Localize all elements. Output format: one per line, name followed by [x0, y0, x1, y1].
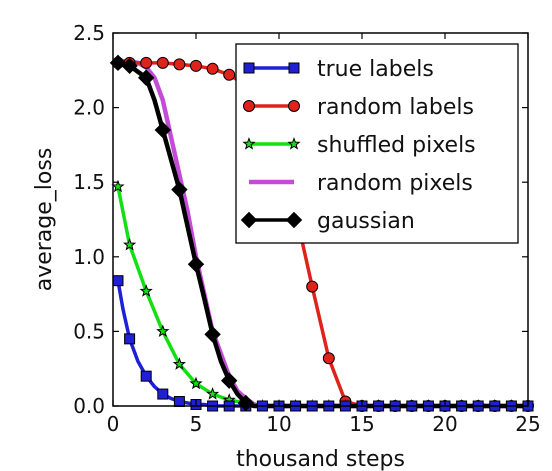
data-point-gaussian [137, 69, 155, 86]
data-point-random-labels [156, 56, 169, 69]
legend-marker [243, 62, 255, 74]
data-point-gaussian [204, 326, 221, 343]
x-tick-label: 15 [349, 412, 374, 436]
data-point-shuffled-pixels [206, 387, 220, 400]
data-point-shuffled-pixels [139, 284, 153, 297]
data-point-true-labels [124, 333, 136, 345]
legend-marker [242, 137, 256, 150]
data-point-random-labels [306, 280, 319, 293]
y-tick-label: 0.5 [73, 319, 105, 343]
legend-label: random labels [317, 95, 474, 120]
legend-item: random labels [243, 95, 474, 120]
legend-marker [287, 137, 301, 150]
x-tick-label: 0 [107, 412, 120, 436]
data-point-gaussian [171, 181, 188, 198]
data-point-random-labels [190, 59, 202, 72]
data-point-gaussian [121, 57, 138, 75]
data-point-true-labels [112, 275, 124, 287]
legend-label: random pixels [317, 171, 473, 196]
x-tick-label: 25 [515, 412, 540, 436]
data-point-true-labels [140, 370, 152, 382]
legend-item: shuffled pixels [242, 133, 476, 158]
series-line-true-labels [116, 280, 528, 408]
legend-item: gaussian [240, 209, 415, 234]
legend-label: shuffled pixels [317, 133, 476, 158]
data-point-true-labels [157, 388, 169, 400]
data-point-shuffled-pixels [123, 237, 137, 251]
y-tick-label: 2.5 [73, 21, 105, 45]
data-point-gaussian [187, 256, 205, 273]
legend-label: true labels [317, 57, 434, 82]
y-axis-label: average_loss [32, 148, 57, 292]
data-point-random-labels [206, 62, 219, 75]
legend-marker [243, 100, 255, 112]
y-tick-label: 0.0 [73, 394, 105, 418]
legend-marker [288, 62, 300, 74]
x-tick-label: 20 [432, 412, 457, 436]
data-point-gaussian [154, 121, 172, 139]
legend-label: gaussian [317, 209, 415, 234]
axis-ticks: 0 5 10 15 20 25 0.0 0.5 1.0 1.5 2.0 2.5 [73, 21, 541, 436]
data-point-shuffled-pixels [156, 324, 170, 338]
y-tick-label: 1.5 [73, 170, 105, 194]
x-tick-label: 10 [266, 412, 291, 436]
data-point-gaussian [237, 394, 255, 412]
data-point-random-labels [223, 68, 236, 81]
data-point-gaussian [220, 372, 238, 389]
data-point-shuffled-pixels [111, 179, 125, 193]
y-tick-label: 2.0 [73, 96, 105, 120]
plot-frame [112, 32, 529, 407]
legend: true labels random labels shuffled pixels r… [235, 43, 519, 244]
y-tick-label: 1.0 [73, 245, 105, 269]
legend-marker [285, 211, 303, 229]
data-point-shuffled-pixels [189, 376, 203, 390]
legend-marker [288, 100, 300, 112]
data-point-random-labels [322, 352, 335, 365]
x-tick-label: 5 [190, 412, 203, 436]
data-point-random-labels [173, 58, 186, 71]
x-axis-label: thousand steps [236, 447, 405, 471]
data-point-true-labels [173, 396, 185, 408]
legend-item: random pixels [249, 171, 473, 196]
legend-item: true labels [243, 57, 434, 82]
data-point-shuffled-pixels [172, 357, 186, 370]
data-point-random-labels [140, 56, 153, 69]
legend-marker [240, 211, 258, 229]
